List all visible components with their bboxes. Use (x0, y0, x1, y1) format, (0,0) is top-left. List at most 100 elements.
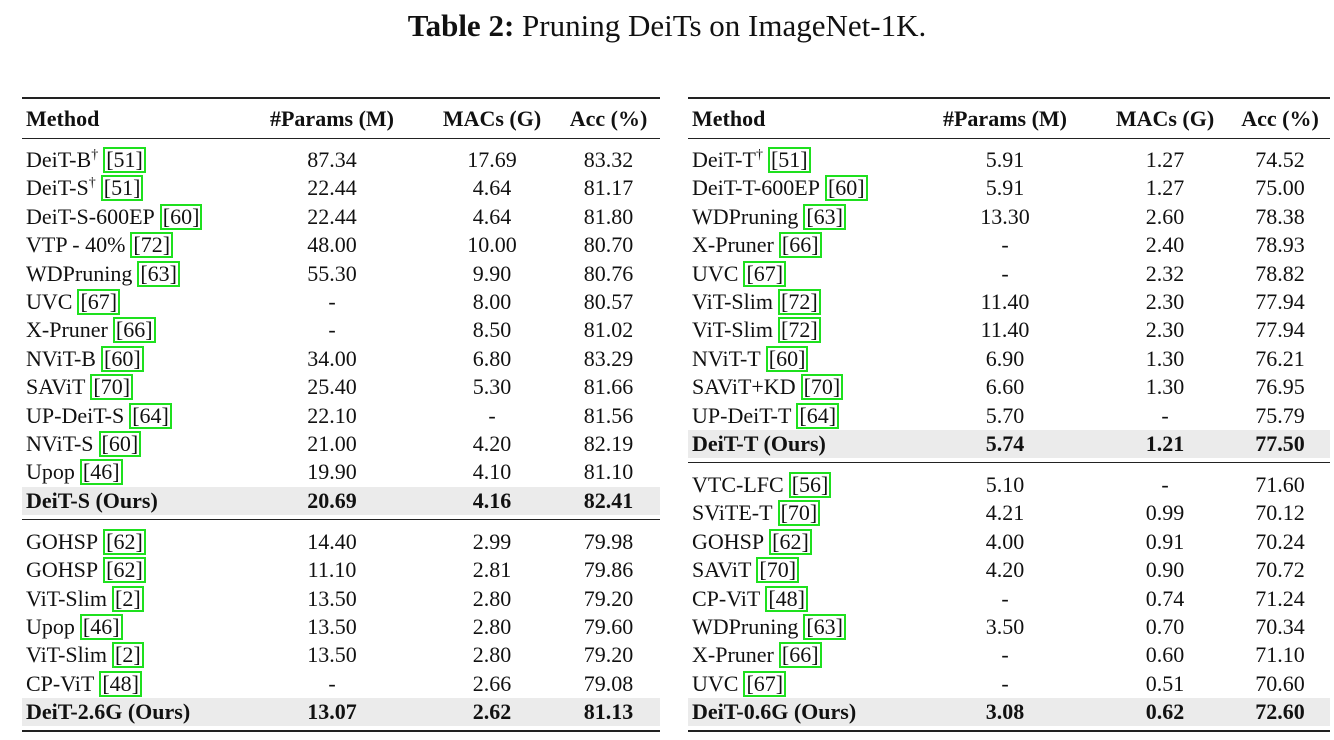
value-cell: 6.60 (985, 374, 1025, 400)
value-cell: 70.72 (1255, 557, 1305, 583)
method-name: VTC-LFC (692, 472, 784, 497)
value-cell: 5.10 (985, 472, 1025, 497)
method-cell: DeiT-T-600EP [60] (692, 174, 868, 202)
value-cell: 79.08 (583, 670, 634, 696)
value-cell: 70.24 (1255, 528, 1305, 554)
method-name: UP-DeiT-T (692, 402, 792, 428)
header-cell: #Params (M) (942, 106, 1068, 131)
citation: [60] (824, 175, 868, 202)
citation: [72] (778, 317, 821, 344)
rule (688, 462, 1330, 463)
value-cell: 80.76 (583, 260, 634, 286)
value-cell: 48.00 (307, 232, 357, 258)
value-cell: 1.27 (1145, 175, 1185, 201)
citation: [63] (803, 203, 846, 230)
method-cell: NViT-B [60] (26, 345, 144, 373)
method-name: SViTE-T (692, 500, 773, 526)
value-cell: - (328, 289, 336, 314)
citation: [62] (103, 528, 146, 555)
method-cell: X-Pruner [66] (26, 316, 156, 344)
value-cell: 3.08 (985, 699, 1025, 725)
value-cell: 0.51 (1145, 670, 1185, 696)
rule (688, 138, 1330, 139)
method-name: UP-DeiT-S (26, 402, 125, 428)
rule (688, 730, 1330, 733)
citation: [48] (765, 585, 809, 612)
method-name: UVC (692, 260, 739, 286)
rule (22, 138, 660, 139)
value-cell: 14.40 (307, 528, 357, 554)
header-cell: MACs (G) (1115, 106, 1215, 131)
value-cell: 75.79 (1255, 402, 1305, 428)
value-cell: 0.90 (1145, 557, 1185, 583)
method-cell: VTC-LFC [56] (692, 471, 832, 499)
rule (688, 97, 1330, 99)
method-cell: SAViT [70] (692, 556, 800, 584)
value-cell: 13.50 (307, 642, 357, 668)
value-cell: 76.21 (1255, 345, 1305, 371)
value-cell: 13.07 (307, 699, 357, 725)
caption-text: Pruning DeiTs on ImageNet-1K. (522, 8, 927, 43)
value-cell: 5.91 (985, 147, 1025, 172)
value-cell: 81.10 (583, 459, 634, 485)
citation: [56] (788, 472, 832, 498)
value-cell: 79.98 (583, 528, 634, 554)
value-cell: 80.57 (583, 289, 634, 314)
method-name: UVC (26, 289, 73, 314)
method-name: ViT-Slim (692, 317, 773, 343)
method-cell: GOHSP [62] (692, 528, 812, 556)
value-cell: 22.44 (307, 175, 357, 201)
method-cell: SAViT+KD [70] (692, 373, 844, 401)
value-cell: 72.60 (1255, 699, 1305, 725)
citation: [46] (79, 614, 123, 640)
method-cell: UP-DeiT-S [64] (26, 402, 172, 430)
value-cell: 81.02 (583, 317, 634, 343)
value-cell: 2.66 (472, 670, 512, 696)
citation: [66] (778, 232, 822, 259)
citation: [70] (777, 500, 821, 527)
citation: [46] (79, 459, 123, 486)
header-cell: #Params (M) (269, 106, 395, 131)
value-cell: 8.00 (472, 289, 512, 314)
method-cell: Upop [46] (26, 458, 123, 486)
header-cell: Method (692, 106, 766, 131)
value-cell: - (1001, 260, 1009, 286)
value-cell: 77.94 (1255, 317, 1305, 343)
value-cell: 81.80 (583, 203, 634, 229)
method-cell: DeiT-S† [51] (26, 174, 144, 202)
method-cell: UVC [67] (26, 288, 121, 316)
value-cell: 19.90 (307, 459, 357, 485)
value-cell: 4.00 (985, 528, 1025, 554)
method-name: DeiT-T (692, 147, 756, 172)
citation: [51] (767, 147, 811, 173)
highlight-band (688, 698, 1330, 727)
value-cell: 2.30 (1145, 289, 1185, 314)
method-cell: WDPruning [63] (692, 203, 846, 231)
value-cell: 4.64 (472, 203, 512, 229)
method-cell: ViT-Slim [72] (692, 316, 821, 344)
value-cell: 20.69 (307, 487, 357, 513)
method-cell: DeiT-T (Ours) (692, 430, 826, 458)
value-cell: 17.69 (467, 147, 517, 172)
value-cell: 0.74 (1145, 585, 1185, 611)
value-cell: 13.50 (307, 614, 357, 639)
value-cell: 8.50 (472, 317, 512, 343)
value-cell: 71.10 (1255, 642, 1305, 668)
value-cell: 81.66 (583, 374, 634, 400)
method-cell: WDPruning [63] (692, 613, 846, 641)
value-cell: 9.90 (472, 260, 512, 286)
method-cell: GOHSP [62] (26, 528, 146, 556)
method-name: NViT-S (26, 431, 94, 456)
rule (22, 730, 660, 733)
method-name: WDPruning (692, 614, 799, 639)
citation: [51] (100, 175, 144, 202)
method-name: CP-ViT (692, 585, 761, 611)
method-name: ViT-Slim (26, 585, 107, 611)
method-name: DeiT-T-600EP (692, 175, 820, 201)
value-cell: 2.30 (1145, 317, 1185, 343)
value-cell: 55.30 (307, 260, 357, 286)
citation: [62] (103, 557, 146, 584)
method-cell: X-Pruner [66] (692, 641, 822, 669)
method-name: SAViT (692, 557, 752, 583)
